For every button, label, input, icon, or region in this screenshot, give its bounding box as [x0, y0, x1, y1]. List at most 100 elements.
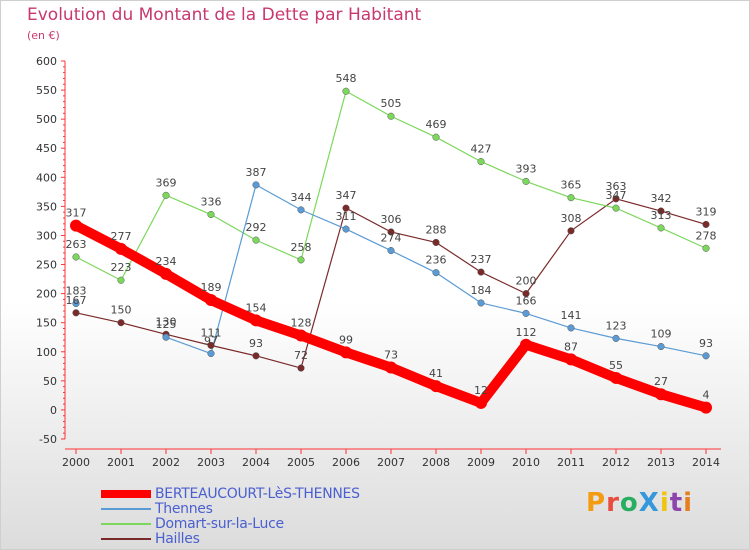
data-point	[387, 112, 395, 120]
data-label: 99	[339, 333, 353, 346]
data-label: 128	[291, 316, 312, 329]
data-label: 223	[111, 261, 132, 274]
data-point	[162, 191, 170, 199]
data-label: 87	[564, 340, 578, 353]
data-label: 313	[651, 209, 672, 222]
data-label: 548	[336, 72, 357, 85]
data-point	[655, 388, 667, 401]
x-tick-label: 2007	[377, 456, 405, 469]
logo-letter: r	[606, 488, 620, 518]
data-point	[475, 396, 487, 409]
data-label: 237	[471, 253, 492, 266]
y-tick-label: 100	[36, 346, 57, 359]
data-point	[72, 309, 80, 317]
x-tick-label: 2004	[242, 456, 270, 469]
chart-title: Evolution du Montant de la Dette par Hab…	[27, 5, 422, 25]
data-point	[342, 87, 350, 95]
x-tick-label: 2006	[332, 456, 360, 469]
data-point	[70, 219, 82, 232]
data-label: 189	[201, 281, 222, 294]
data-point	[610, 371, 622, 384]
data-point	[612, 334, 620, 342]
data-point	[207, 210, 215, 219]
x-tick-label: 2001	[107, 456, 135, 469]
data-point	[295, 329, 307, 342]
data-label: 347	[336, 189, 357, 202]
y-tick-label: 300	[36, 229, 57, 242]
data-label: 97	[204, 335, 218, 348]
y-tick-label: 250	[36, 259, 57, 272]
data-label: 41	[429, 367, 443, 380]
logo-letter: t	[669, 488, 684, 518]
y-tick-label: 350	[36, 200, 57, 213]
data-label: 365	[561, 179, 582, 192]
data-label: 369	[156, 176, 177, 189]
data-label: 73	[384, 348, 398, 361]
data-label: 288	[426, 223, 447, 236]
proxiti-logo: ProXiti	[586, 488, 693, 518]
data-label: 112	[516, 326, 537, 339]
data-point	[522, 309, 530, 317]
series-points	[70, 87, 712, 414]
x-tick-label: 2011	[557, 456, 585, 469]
x-tick-label: 2012	[602, 456, 630, 469]
data-label: 166	[516, 294, 537, 307]
data-point	[522, 177, 530, 185]
data-label: 258	[291, 241, 312, 254]
data-point	[205, 294, 217, 307]
data-point	[72, 299, 80, 308]
data-point	[567, 227, 575, 235]
data-point	[612, 195, 620, 203]
data-point	[72, 253, 80, 261]
data-label: 274	[381, 232, 402, 245]
legend-item: Thennes	[101, 501, 360, 517]
data-label: 200	[516, 275, 537, 288]
data-point	[387, 228, 395, 236]
data-label: 154	[246, 301, 267, 314]
data-point	[657, 207, 665, 215]
data-point	[612, 204, 620, 212]
data-label: 427	[471, 143, 492, 156]
legend-swatch	[101, 489, 151, 498]
data-label: 469	[426, 118, 447, 131]
data-point	[432, 269, 440, 277]
logo-letter: X	[638, 488, 660, 518]
data-point	[160, 267, 172, 280]
data-point	[252, 236, 260, 244]
data-label: 387	[246, 166, 267, 179]
data-label: 342	[651, 192, 672, 205]
data-label: 277	[111, 230, 132, 243]
data-label: 130	[156, 315, 177, 328]
axes: -50 0 50 100 150 200 250 300 350 400 450 500 550 600 2…	[36, 55, 721, 469]
data-label: 263	[66, 238, 87, 251]
data-point	[342, 225, 350, 233]
data-label: 111	[201, 326, 222, 339]
logo-letter: i	[683, 488, 694, 518]
data-label: 278	[696, 229, 717, 242]
data-point	[700, 401, 712, 414]
data-point	[520, 338, 532, 351]
data-point	[565, 353, 577, 366]
data-label: 292	[246, 221, 267, 234]
data-label: 344	[291, 191, 312, 204]
y-tick-label: -50	[39, 433, 57, 446]
data-point	[117, 276, 125, 284]
data-label: 150	[111, 304, 132, 317]
y-tick-label: 450	[36, 142, 57, 155]
data-label: 319	[696, 205, 717, 218]
data-point	[117, 319, 125, 327]
point-labels: 3172772341891541289973411211287552741831…	[66, 72, 717, 401]
y-tick-label: 600	[36, 55, 57, 68]
line-chart: -50 0 50 100 150 200 250 300 350 400 450 500 550 600 2…	[36, 55, 721, 469]
data-point	[567, 194, 575, 202]
data-point	[252, 181, 260, 189]
legend-label: Hailles	[155, 530, 200, 547]
y-tick-label: 0	[50, 404, 57, 417]
legend-swatch	[101, 537, 151, 540]
data-label: 306	[381, 213, 402, 226]
data-label: 234	[156, 255, 177, 268]
data-point	[430, 380, 442, 393]
data-point	[297, 206, 305, 214]
x-tick-label: 2013	[647, 456, 675, 469]
